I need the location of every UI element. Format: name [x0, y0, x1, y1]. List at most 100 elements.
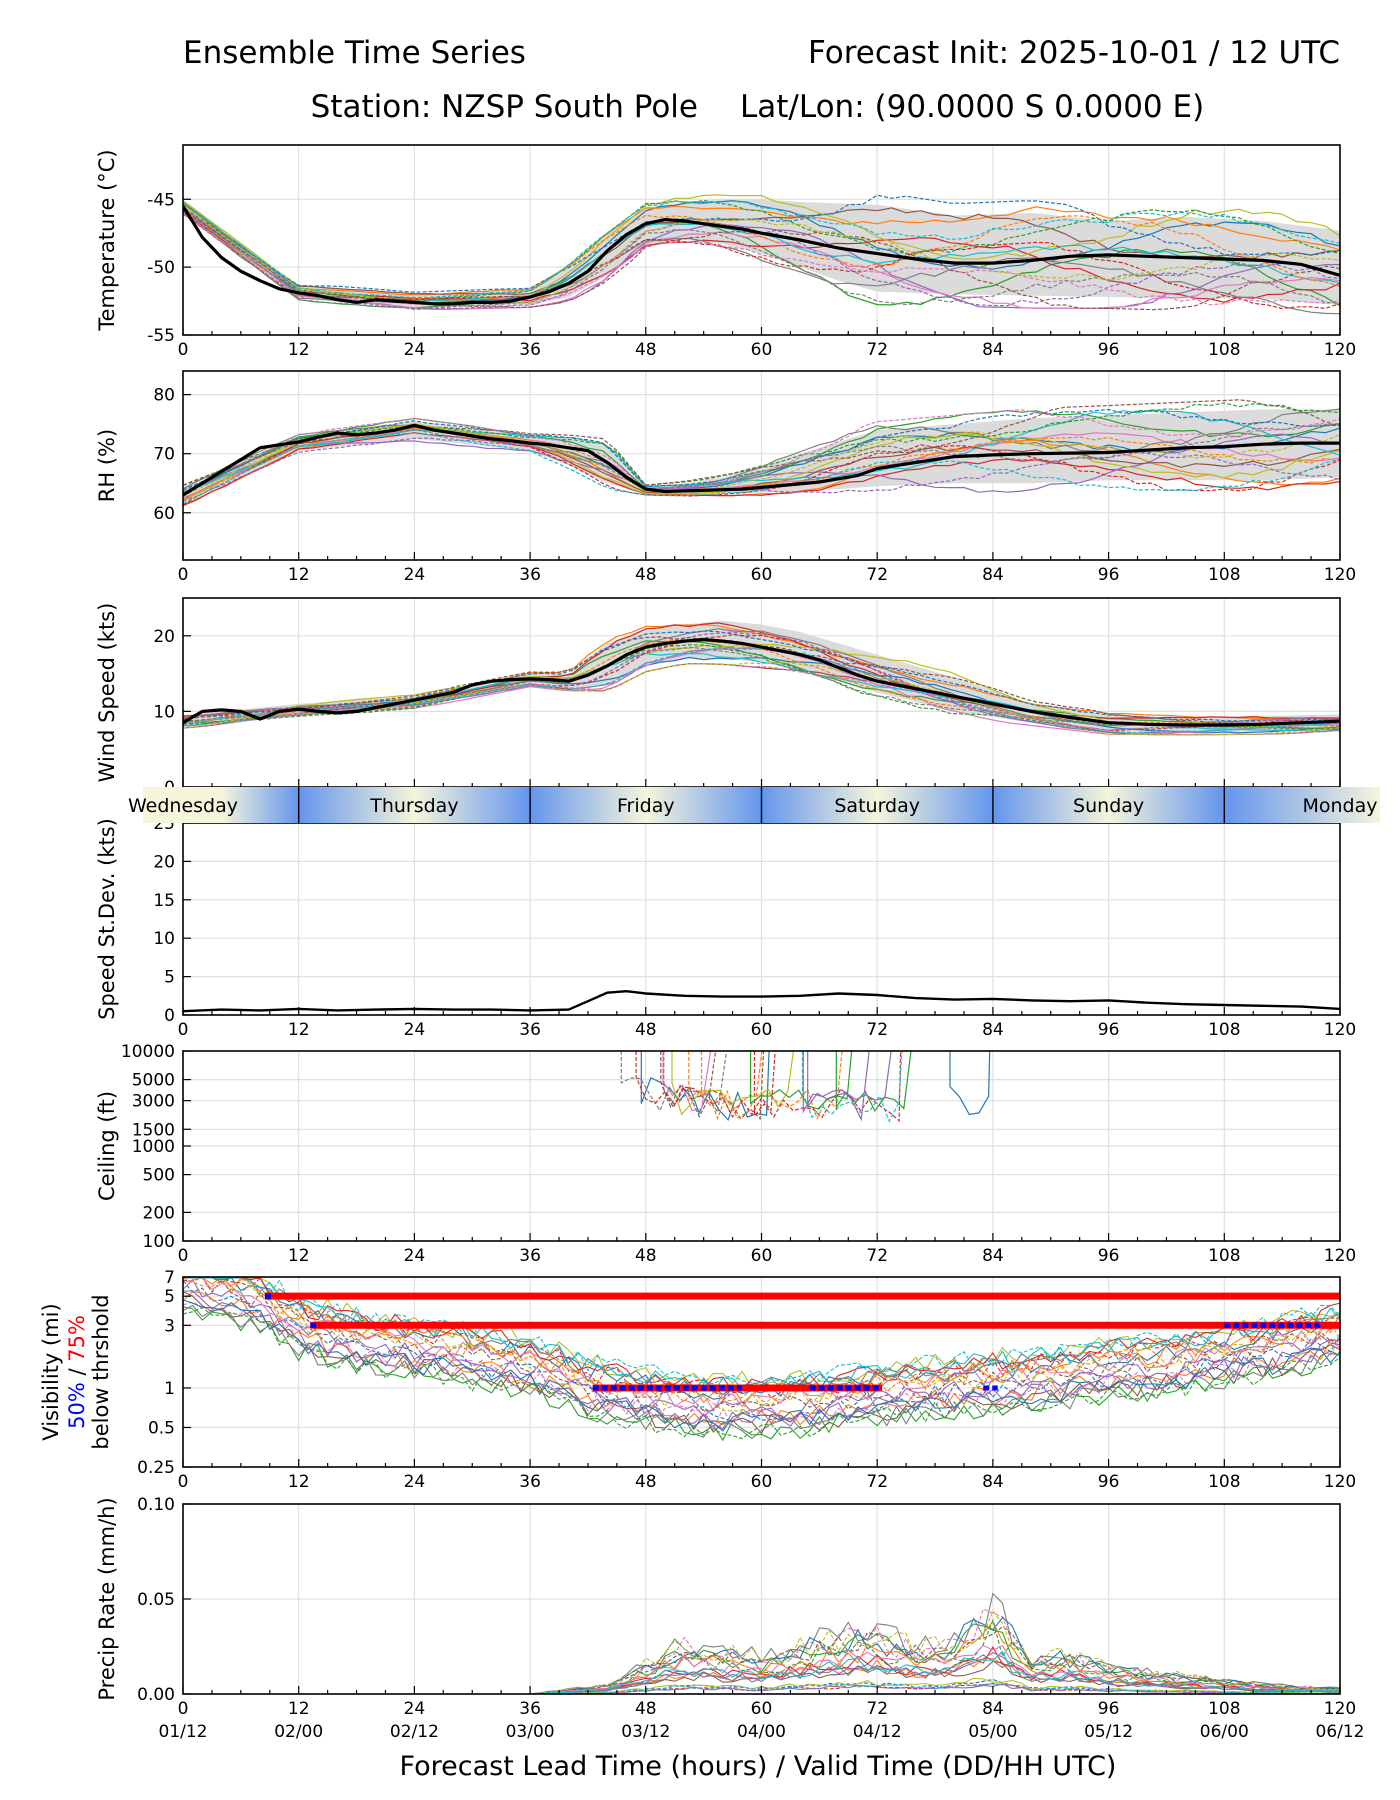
y-tick-label: 100	[143, 1232, 175, 1252]
forecast-init: Forecast Init: 2025-10-01 / 12 UTC	[808, 35, 1340, 71]
valid-time-label: 04/00	[737, 1722, 786, 1742]
x-tick-label: 36	[519, 1020, 541, 1040]
y-tick-label: 10	[153, 929, 175, 949]
ceiling-member-line	[750, 1051, 853, 1110]
x-tick-label: 24	[404, 565, 426, 585]
y-tick-label: 70	[153, 445, 175, 465]
y-axis-label-threshold: below thrshold	[89, 1294, 113, 1449]
y-tick-label: 15	[153, 891, 175, 911]
plot-area-rh	[183, 371, 1340, 560]
day-cell	[530, 787, 762, 823]
x-tick-label: 24	[404, 1472, 426, 1492]
ceiling-member-line	[671, 1051, 795, 1116]
panel-wind: 0122436486072849610812001020Wind Speed (…	[95, 597, 1356, 812]
plot-area-wind	[183, 598, 1340, 787]
precip-member-line	[183, 1651, 1340, 1694]
y-axis-label: Ceiling (ft)	[95, 1091, 119, 1201]
ceiling-member-line	[662, 1051, 712, 1112]
ensemble-member-line	[183, 408, 1340, 490]
y-tick-label: 10	[153, 702, 175, 722]
plot-area-precip	[183, 1504, 1340, 1694]
x-tick-label: 12	[288, 1472, 310, 1492]
ceiling-member-line	[620, 1051, 728, 1114]
ensemble-mean-line	[183, 205, 1340, 306]
x-tick-label: 108	[1208, 565, 1240, 585]
ensemble-member-line	[183, 210, 1340, 309]
p75-label: 75%	[65, 1315, 89, 1362]
pct-separator: /	[65, 1362, 89, 1382]
valid-time-label: 03/00	[506, 1722, 555, 1742]
speed-stdev-line	[183, 989, 1340, 1013]
x-tick-label: 96	[1098, 1699, 1120, 1719]
precip-member-line	[183, 1608, 1340, 1694]
x-tick-label: 36	[519, 1472, 541, 1492]
y-tick-label: 3	[164, 1316, 175, 1336]
x-tick-label: 84	[982, 1699, 1004, 1719]
visibility-member-line	[183, 1306, 1340, 1442]
precip-member-line	[183, 1592, 1340, 1694]
day-label-saturday: Saturday	[834, 795, 920, 817]
x-tick-label: 108	[1208, 1472, 1240, 1492]
ensemble-member-line	[183, 426, 1340, 506]
x-tick-label: 108	[1208, 1246, 1240, 1266]
x-tick-label: 0	[178, 565, 189, 585]
ensemble-member-line	[183, 432, 1340, 507]
ensemble-member-line	[183, 402, 1340, 487]
x-tick-label: 84	[982, 1020, 1004, 1040]
precip-member-line	[183, 1616, 1340, 1694]
x-tick-label: 72	[866, 1472, 888, 1492]
precip-member-line	[183, 1609, 1340, 1694]
y-tick-label: 20	[153, 627, 175, 647]
ensemble-member-line	[183, 662, 1340, 736]
x-tick-label: 120	[1324, 1020, 1356, 1040]
y-tick-label: 5	[164, 968, 175, 988]
figure-title: Ensemble Time Series	[183, 35, 526, 71]
panel-temperature: 0 12 24 36 48 60 72 84 96 108 120 -55 -50 -45 Temperat…	[95, 144, 1356, 360]
ensemble-member-line	[183, 423, 1340, 497]
x-tick-label: 24	[404, 1246, 426, 1266]
x-tick-label: 0	[178, 1472, 189, 1492]
ensemble-member-line	[183, 199, 1340, 301]
x-tick-label: 72	[866, 1246, 888, 1266]
valid-time-labels: 01/12 02/00 02/12 03/00 03/12 04/00 04/12 05/00…	[159, 1722, 1365, 1742]
x-tick-label: 96	[1098, 1472, 1120, 1492]
ceiling-member-line	[802, 1051, 870, 1122]
valid-time-label: 01/12	[159, 1722, 208, 1742]
x-tick-label: 12	[288, 1020, 310, 1040]
panel-ceiling: 0 12 24 36 48 60 72 84 96 108 120 100 200 500 10001500…	[95, 1042, 1356, 1266]
ensemble-member-line	[183, 432, 1340, 505]
y-tick-label: 5000	[132, 1071, 175, 1091]
x-tick-label: 108	[1208, 1020, 1240, 1040]
x-tick-label: 24	[404, 1699, 426, 1719]
visibility-member-line	[183, 1277, 1340, 1412]
x-tick-label: 120	[1324, 340, 1356, 360]
ceiling-member-line	[635, 1051, 776, 1119]
ensemble-member-line	[183, 646, 1340, 731]
x-tick-label: 84	[982, 565, 1004, 585]
y-axis-label-pct: 50% / 75%	[65, 1315, 89, 1429]
x-tick-label: 120	[1324, 1246, 1356, 1266]
x-tick-label: 0	[178, 1246, 189, 1266]
precip-member-line	[183, 1618, 1340, 1694]
y-tick-label: 5	[164, 1287, 175, 1307]
plot-area-temperature	[183, 145, 1340, 335]
x-tick-label: 48	[635, 1699, 657, 1719]
panel-precip: 0 12 24 36 48 60 72 84 96 108 120 0.00 0.05 0.10 Preci…	[95, 1495, 1356, 1719]
x-tick-label: 72	[866, 1699, 888, 1719]
y-tick-label: 1000	[132, 1137, 175, 1157]
x-tick-label: 0	[178, 1699, 189, 1719]
x-tick-label: 60	[751, 1246, 773, 1266]
y-tick-label: -45	[147, 190, 175, 210]
day-cell-shade	[221, 787, 299, 823]
ceiling-member-line	[949, 1051, 991, 1116]
x-tick-label: 12	[288, 340, 310, 360]
x-tick-label: 96	[1098, 565, 1120, 585]
y-axis-label: Temperature (°C)	[95, 149, 119, 331]
ensemble-member-line	[183, 203, 1340, 296]
ensemble-spread-band	[183, 199, 1340, 308]
day-band: Wednesday Thursday Friday Saturday Sunday Mon…	[128, 787, 1380, 823]
day-label-sunday: Sunday	[1073, 795, 1144, 817]
plot-area-visibility	[183, 1277, 1340, 1467]
x-tick-label: 12	[288, 565, 310, 585]
